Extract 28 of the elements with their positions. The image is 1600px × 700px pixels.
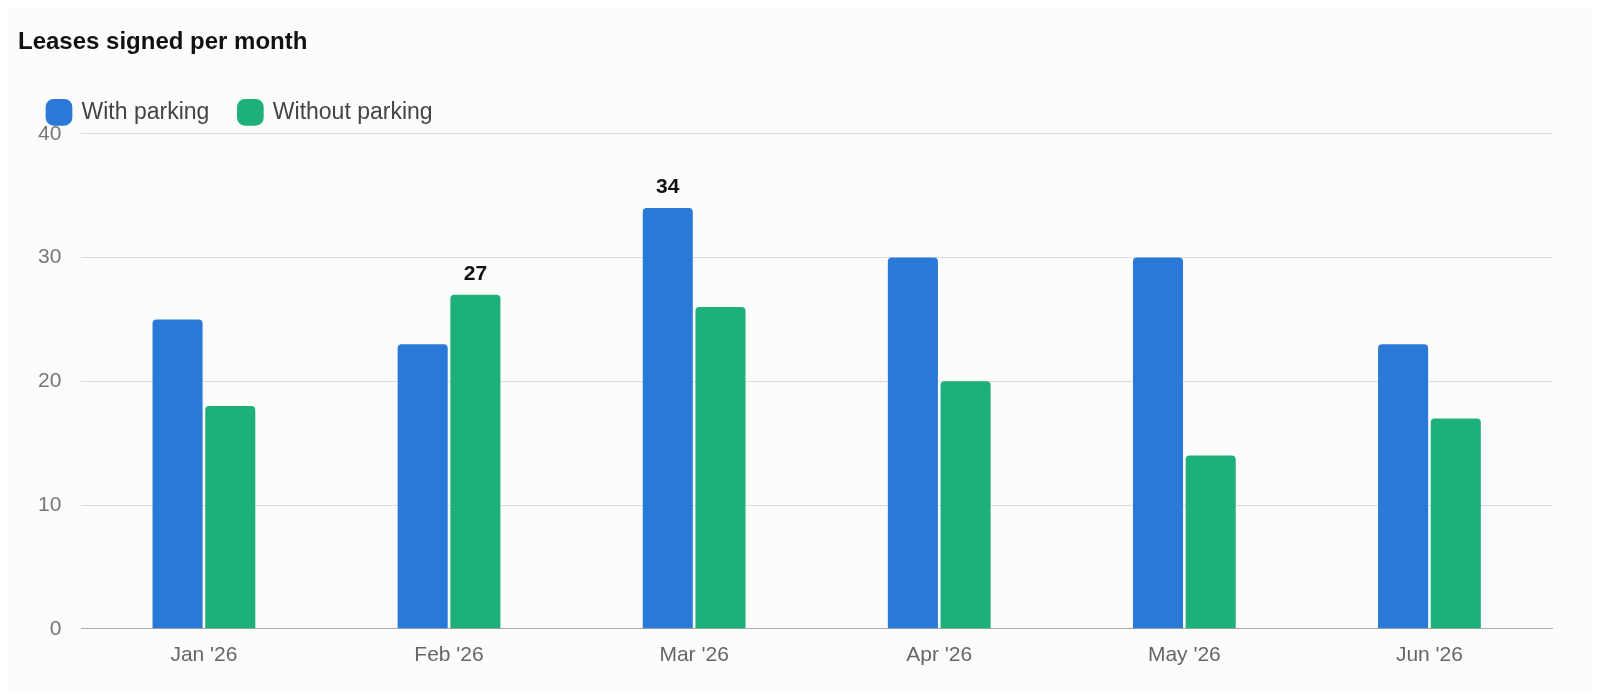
y-tick-label: 30 — [38, 244, 62, 268]
bar — [642, 208, 693, 629]
x-tick-label: Jun '26 — [1395, 642, 1463, 666]
bar — [152, 319, 203, 629]
bar — [940, 381, 991, 629]
bar — [1185, 455, 1236, 629]
chart-title: Leases signed per month — [18, 27, 308, 55]
bar — [695, 307, 746, 629]
bar — [1132, 257, 1184, 629]
legend-label: With parking — [81, 97, 210, 124]
bar — [1430, 418, 1481, 629]
bar — [205, 406, 256, 629]
x-tick-label: Apr '26 — [906, 642, 973, 666]
x-tick-label: Mar '26 — [659, 642, 729, 666]
bar — [397, 344, 448, 629]
bar — [1378, 344, 1429, 629]
data-label: 27 — [463, 260, 488, 284]
legend-label: Without parking — [272, 97, 433, 124]
x-tick-label: Feb '26 — [414, 642, 484, 666]
x-tick-label: May '26 — [1147, 642, 1221, 666]
y-tick-label: 10 — [38, 491, 62, 515]
y-tick-label: 20 — [38, 368, 62, 392]
x-tick-label: Jan '26 — [170, 642, 238, 666]
data-label: 34 — [656, 174, 680, 198]
y-tick-label: 40 — [38, 120, 62, 144]
y-tick-label: 0 — [49, 615, 62, 639]
bar — [450, 294, 501, 629]
bar — [887, 257, 938, 629]
